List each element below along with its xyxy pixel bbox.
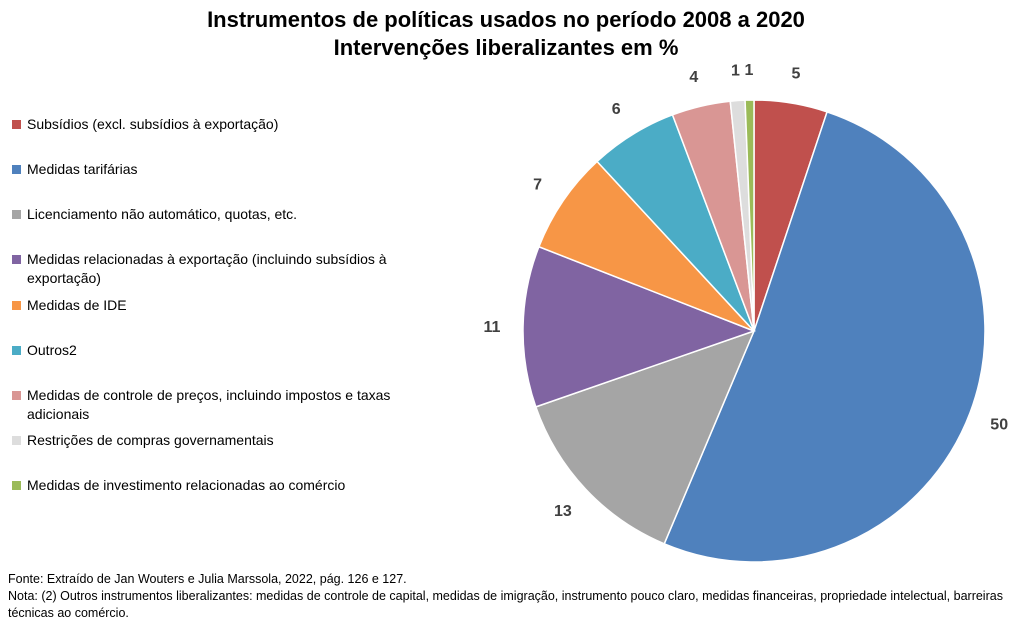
pie-slice <box>663 110 986 563</box>
legend-swatch <box>12 120 21 129</box>
data-label: 6 <box>612 101 621 118</box>
legend-swatch <box>12 391 21 400</box>
legend-swatch <box>12 255 21 264</box>
chart-subtitle: Intervenções liberalizantes em % <box>333 35 679 60</box>
legend-item: Outros2 <box>12 341 432 360</box>
source-note: Fonte: Extraído de Jan Wouters e Julia M… <box>8 572 407 586</box>
legend-swatch <box>12 481 21 490</box>
chart-title-block: Instrumentos de políticas usados no perí… <box>0 6 1012 62</box>
data-label: 50 <box>990 416 1008 433</box>
legend-label: Medidas relacionadas à exportação (inclu… <box>27 251 387 286</box>
legend-label: Medidas de controle de preços, incluindo… <box>27 387 391 422</box>
legend-item: Medidas de IDE <box>12 296 432 315</box>
footer: Fonte: Extraído de Jan Wouters e Julia M… <box>8 571 1008 622</box>
data-label: 13 <box>554 503 572 520</box>
pie-slice <box>534 329 756 545</box>
footnote: Nota: (2) Outros instrumentos liberaliza… <box>8 589 1003 620</box>
legend-item: Medidas de investimento relacionadas ao … <box>12 476 432 495</box>
legend-item: Licenciamento não automático, quotas, et… <box>12 205 432 224</box>
legend-item: Medidas tarifárias <box>12 160 432 179</box>
data-label: 1 <box>731 63 740 80</box>
pie-slice <box>537 160 755 332</box>
legend-swatch <box>12 436 21 445</box>
data-label: 11 <box>484 319 501 336</box>
legend-label: Medidas de investimento relacionadas ao … <box>27 477 346 493</box>
legend-label: Licenciamento não automático, quotas, et… <box>27 206 298 222</box>
legend-label: Medidas de IDE <box>27 297 127 313</box>
data-label: 7 <box>533 176 542 193</box>
legend-label: Medidas tarifárias <box>27 161 138 177</box>
legend-swatch <box>12 210 21 219</box>
pie-slice <box>744 99 755 332</box>
data-label: 4 <box>689 69 698 86</box>
legend-item: Medidas relacionadas à exportação (inclu… <box>12 250 432 288</box>
legend-swatch <box>12 165 21 174</box>
legend-item: Subsídios (excl. subsídios à exportação) <box>12 115 432 134</box>
legend-swatch <box>12 346 21 355</box>
legend-item: Restrições de compras governamentais <box>12 431 432 450</box>
data-label: 5 <box>792 65 801 82</box>
legend-label: Restrições de compras governamentais <box>27 432 274 448</box>
legend-label: Outros2 <box>27 342 77 358</box>
data-label: 1 <box>744 62 753 79</box>
legend-label: Subsídios (excl. subsídios à exportação) <box>27 116 279 132</box>
legend-swatch <box>12 301 21 310</box>
legend-item: Medidas de controle de preços, incluindo… <box>12 386 432 424</box>
chart-title: Instrumentos de políticas usados no perí… <box>207 7 805 32</box>
pie-slice <box>522 245 757 408</box>
